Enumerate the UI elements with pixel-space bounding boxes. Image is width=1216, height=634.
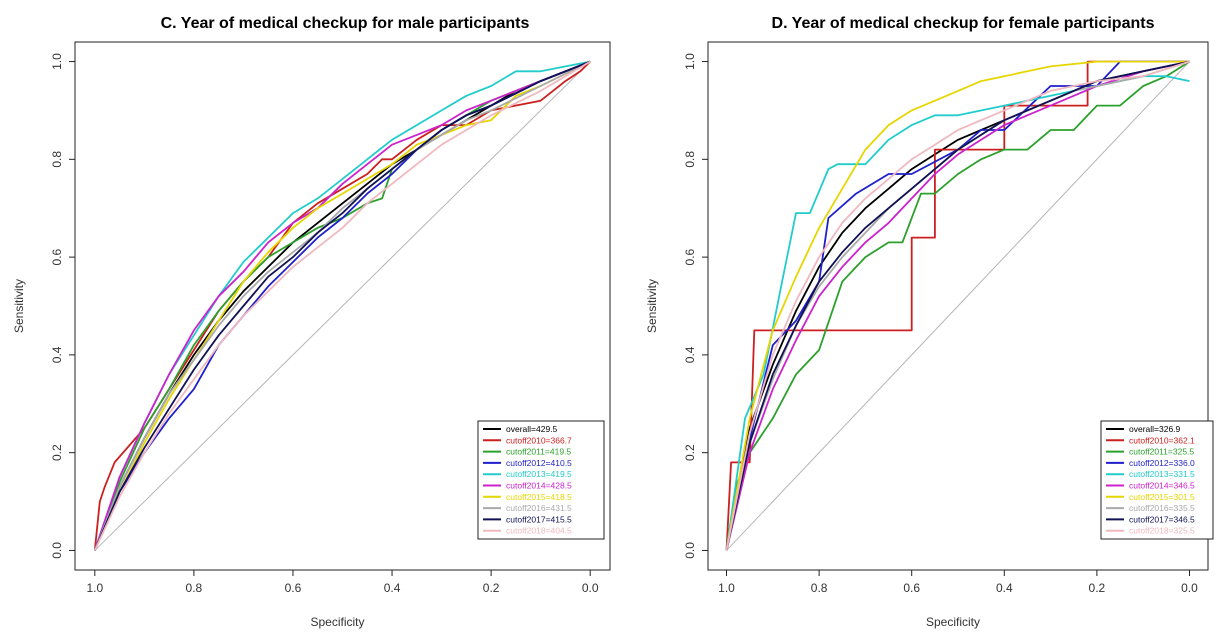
plot-frame — [74, 41, 611, 571]
y-tick-label: 0.8 — [50, 151, 64, 168]
chart-title: C. Year of medical checkup for male part… — [161, 15, 530, 32]
x-tick-label: 0.0 — [582, 581, 599, 595]
series-line-3 — [725, 60, 1190, 551]
legend-entry: cutoff2012=336.0 — [1129, 458, 1195, 468]
legend-entry: cutoff2017=415.5 — [506, 514, 572, 524]
series-line-8 — [93, 60, 591, 551]
chart-panel-0: C. Year of medical checkup for male part… — [12, 15, 611, 629]
legend-entry: cutoff2016=335.5 — [1129, 503, 1195, 513]
series-line-6 — [93, 60, 591, 551]
x-tick-label: 0.8 — [811, 581, 828, 595]
x-tick-label: 0.0 — [1181, 581, 1198, 595]
x-tick-label: 0.2 — [1089, 581, 1106, 595]
x-tick-label: 1.0 — [718, 581, 735, 595]
x-axis-label: Specificity — [310, 615, 364, 629]
y-tick-label: 0.6 — [683, 248, 697, 265]
legend-entry: cutoff2015=301.5 — [1129, 492, 1195, 502]
legend-entry: overall=429.5 — [506, 424, 558, 434]
legend-entry: cutoff2015=418.5 — [506, 492, 572, 502]
series-line-5 — [725, 60, 1190, 551]
y-tick-label: 1.0 — [683, 53, 697, 70]
x-tick-label: 0.6 — [903, 581, 920, 595]
legend-entry: cutoff2011=325.5 — [1129, 447, 1194, 457]
legend-entry: cutoff2016=431.5 — [506, 503, 572, 513]
series-line-9 — [725, 60, 1190, 551]
y-tick-label: 0.8 — [683, 151, 697, 168]
legend-entry: overall=326.9 — [1129, 424, 1181, 434]
x-tick-label: 1.0 — [86, 581, 103, 595]
y-tick-label: 0.4 — [50, 346, 64, 363]
legend-entry: cutoff2014=346.5 — [1129, 481, 1195, 491]
legend-entry: cutoff2014=428.5 — [506, 481, 572, 491]
x-tick-label: 0.4 — [384, 581, 401, 595]
legend-entry: cutoff2017=346.5 — [1129, 514, 1195, 524]
legend-entry: cutoff2011=419.5 — [506, 447, 571, 457]
y-tick-label: 0.6 — [50, 248, 64, 265]
reference-diagonal — [94, 61, 591, 551]
x-tick-label: 0.8 — [186, 581, 203, 595]
y-tick-label: 0.4 — [683, 346, 697, 363]
y-axis-label: Sensitivity — [12, 279, 26, 333]
y-tick-label: 0.0 — [683, 542, 697, 559]
y-tick-label: 1.0 — [50, 53, 64, 70]
x-tick-label: 0.4 — [996, 581, 1013, 595]
legend-entry: cutoff2018=325.5 — [1129, 526, 1195, 536]
x-tick-label: 0.6 — [285, 581, 302, 595]
reference-diagonal — [726, 61, 1190, 551]
y-tick-label: 0.0 — [50, 542, 64, 559]
legend-entry: cutoff2012=410.5 — [506, 458, 572, 468]
legend-entry: cutoff2013=419.5 — [506, 469, 572, 479]
y-axis-label: Sensitivity — [645, 279, 659, 333]
y-tick-label: 0.2 — [683, 444, 697, 461]
chart-panel-1: D. Year of medical checkup for female pa… — [645, 15, 1214, 629]
series-line-9 — [93, 60, 591, 551]
y-tick-label: 0.2 — [50, 444, 64, 461]
legend-entry: cutoff2010=362.1 — [1129, 435, 1195, 445]
series-line-2 — [725, 60, 1190, 551]
chart-title: D. Year of medical checkup for female pa… — [772, 15, 1155, 32]
x-tick-label: 0.2 — [483, 581, 500, 595]
x-axis-label: Specificity — [926, 615, 980, 629]
series-line-0 — [93, 60, 591, 551]
series-line-1 — [725, 60, 1190, 551]
legend-entry: cutoff2018=404.5 — [506, 526, 572, 536]
series-line-8 — [725, 60, 1190, 551]
legend-entry: cutoff2010=366.7 — [506, 435, 572, 445]
legend-entry: cutoff2013=331.5 — [1129, 469, 1195, 479]
series-line-6 — [725, 60, 1190, 551]
plot-frame — [707, 41, 1209, 571]
